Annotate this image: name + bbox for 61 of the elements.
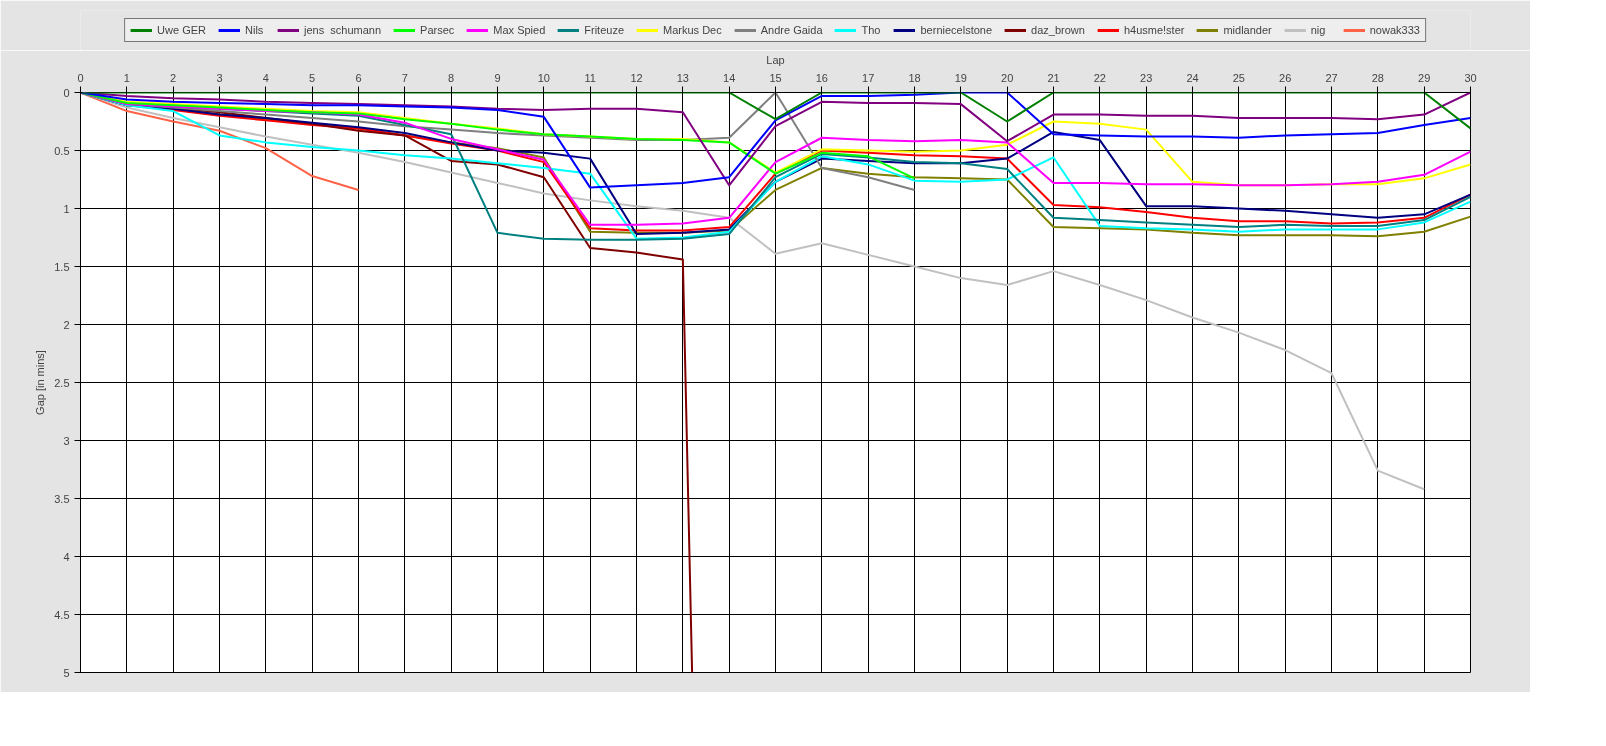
- x-tick-label: 23: [1140, 71, 1153, 84]
- line-series: [80, 92, 1426, 491]
- x-axis-title: Lap: [766, 53, 785, 66]
- x-tick-label: 9: [494, 71, 501, 84]
- line-series: [80, 92, 1471, 130]
- x-tick-label: 8: [448, 71, 455, 84]
- y-tick-label: 0.5: [54, 144, 70, 157]
- legend-label: Markus Dec: [663, 24, 722, 36]
- legend-label: jens schumann: [304, 24, 382, 36]
- legend-label: nowak333: [1369, 24, 1420, 36]
- x-tick-label: 22: [1093, 71, 1106, 84]
- x-tick-label: 6: [355, 71, 362, 84]
- y-tick-label: 3: [63, 434, 70, 447]
- x-tick-label: 16: [815, 71, 828, 84]
- legend-label: Nils: [245, 24, 265, 36]
- x-tick-label: 27: [1325, 71, 1338, 84]
- y-tick-label: 2: [63, 318, 70, 331]
- x-tick-label: 10: [537, 71, 550, 84]
- y-tick-label: 3.5: [54, 492, 70, 505]
- x-tick-label: 13: [676, 71, 689, 84]
- legend-label: berniecelstone: [920, 24, 993, 36]
- legend-label: Max Spied: [493, 24, 546, 36]
- x-tick-label: 5: [309, 71, 316, 84]
- legend-label: Parsec: [420, 24, 455, 36]
- x-tick-label: 25: [1232, 71, 1245, 84]
- x-tick-label: 1: [123, 71, 130, 84]
- legend-label: Uwe GER: [157, 24, 207, 36]
- legend-label: Friteuze: [584, 24, 625, 36]
- y-tick-label: 2.5: [54, 376, 70, 389]
- legend-label: Tho: [861, 24, 882, 36]
- x-tick-label: 18: [908, 71, 921, 84]
- y-axis-title: Gap [in mins]: [34, 350, 47, 415]
- x-tick-label: 30: [1464, 71, 1477, 84]
- x-tick-label: 24: [1186, 71, 1199, 84]
- y-tick-label: 4: [63, 550, 70, 563]
- legend-label: Andre Gaida: [760, 24, 823, 36]
- x-tick-label: 26: [1279, 71, 1292, 84]
- x-tick-label: 15: [769, 71, 782, 84]
- x-tick-label: 4: [262, 71, 269, 84]
- x-tick-label: 21: [1047, 71, 1060, 84]
- legend-label: h4usme!ster: [1123, 24, 1185, 36]
- x-tick-label: 29: [1418, 71, 1431, 84]
- x-tick-label: 3: [216, 71, 223, 84]
- x-tick-label: 11: [584, 71, 596, 84]
- x-tick-label: 17: [862, 71, 875, 84]
- x-tick-label: 7: [401, 71, 408, 84]
- x-tick-label: 12: [630, 71, 643, 84]
- x-tick-label: 14: [723, 71, 736, 84]
- x-tick-label: 2: [170, 71, 177, 84]
- y-tick-label: 5: [63, 666, 70, 679]
- x-tick-label: 0: [77, 71, 84, 84]
- legend-label: nig: [1310, 24, 1327, 36]
- x-tick-label: 20: [1001, 71, 1014, 84]
- y-tick-label: 1: [63, 202, 70, 215]
- legend-label: midlander: [1223, 24, 1272, 36]
- y-tick-label: 0: [63, 86, 70, 99]
- x-tick-label: 19: [954, 71, 967, 84]
- x-tick-label: 28: [1371, 71, 1384, 84]
- y-tick-label: 1.5: [54, 260, 70, 273]
- y-tick-label: 4.5: [54, 608, 70, 621]
- legend-label: daz_brown: [1031, 24, 1085, 36]
